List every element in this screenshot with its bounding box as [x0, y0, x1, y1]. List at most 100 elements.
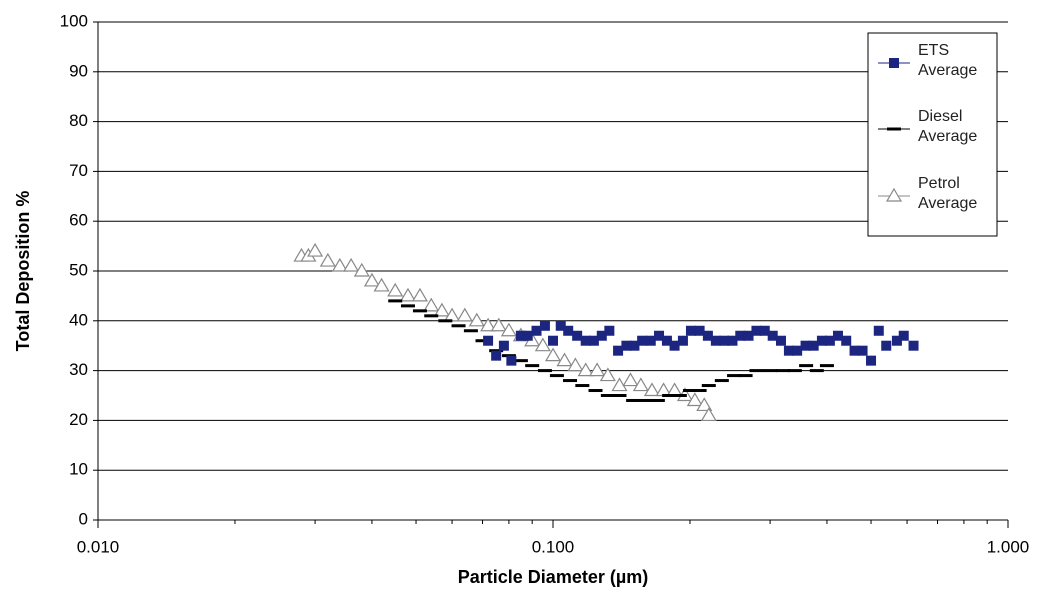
marker-square	[727, 335, 738, 346]
marker-square	[685, 325, 696, 336]
marker-square	[751, 325, 762, 336]
marker-triangle	[696, 397, 713, 412]
marker-square	[661, 335, 672, 346]
x-tick-label: 0.100	[532, 537, 575, 556]
marker-triangle	[307, 242, 324, 257]
marker-triangle	[885, 187, 903, 202]
marker-square	[491, 350, 502, 361]
x-tick-label: 1.000	[987, 537, 1030, 556]
marker-dash	[799, 364, 814, 368]
marker-triangle	[666, 382, 683, 397]
y-tick-label: 90	[69, 61, 88, 80]
marker-triangle	[599, 367, 616, 382]
marker-dash	[672, 394, 687, 397]
marker-dash	[819, 364, 834, 368]
marker-square	[908, 340, 919, 351]
y-tick-label: 20	[69, 410, 88, 429]
marker-triangle	[686, 392, 703, 407]
y-tick-label: 50	[69, 260, 88, 279]
marker-square	[563, 325, 574, 336]
marker-triangle	[433, 302, 450, 317]
marker-dash	[682, 389, 697, 393]
y-tick-label: 0	[79, 509, 88, 528]
marker-square	[889, 58, 899, 68]
marker-dash	[438, 319, 453, 323]
marker-square	[735, 330, 746, 341]
marker-triangle	[500, 322, 517, 337]
marker-dash	[638, 398, 653, 402]
marker-dash	[738, 374, 753, 378]
marker-square	[645, 335, 656, 346]
marker-dash	[749, 369, 764, 373]
y-tick-label: 80	[69, 111, 88, 130]
marker-dash	[650, 398, 665, 402]
marker-square	[759, 325, 770, 336]
marker-triangle	[456, 307, 473, 322]
marker-square	[604, 325, 615, 336]
marker-dash	[714, 379, 729, 383]
marker-square	[596, 330, 607, 341]
marker-triangle	[556, 352, 573, 367]
marker-triangle	[353, 262, 370, 277]
marker-triangle	[423, 297, 440, 312]
marker-square	[548, 335, 558, 346]
marker-triangle	[700, 407, 717, 422]
marker-square	[792, 345, 803, 356]
marker-dash	[451, 324, 466, 328]
marker-square	[539, 320, 550, 331]
marker-square	[800, 340, 811, 351]
marker-dash	[400, 304, 415, 308]
marker-dash	[626, 398, 641, 402]
marker-square	[694, 325, 705, 336]
marker-triangle	[567, 357, 584, 372]
marker-square	[808, 340, 819, 351]
marker-square	[588, 335, 599, 346]
y-tick-label: 100	[60, 11, 88, 30]
marker-dash	[763, 369, 778, 373]
marker-square	[824, 335, 835, 346]
marker-square	[857, 345, 868, 356]
marker-square	[498, 340, 509, 351]
marker-triangle	[373, 277, 390, 292]
marker-dash	[692, 389, 707, 393]
marker-square	[637, 335, 648, 346]
marker-square	[891, 335, 902, 346]
y-tick-label: 10	[69, 460, 88, 479]
marker-dash	[424, 314, 439, 318]
marker-dash	[513, 359, 528, 363]
marker-square	[483, 335, 494, 346]
marker-triangle	[480, 317, 497, 332]
marker-triangle	[632, 377, 649, 392]
marker-square	[669, 340, 680, 351]
marker-triangle	[611, 377, 628, 392]
marker-triangle	[534, 337, 551, 352]
marker-square	[841, 335, 852, 346]
marker-square	[719, 335, 730, 346]
y-tick-label: 30	[69, 360, 88, 379]
legend-label: Diesel Average	[918, 108, 978, 145]
marker-dash	[549, 374, 564, 378]
marker-square	[654, 330, 665, 341]
marker-triangle	[589, 362, 606, 377]
marker-square	[743, 330, 754, 341]
marker-square	[515, 330, 526, 341]
marker-triangle	[363, 272, 380, 287]
marker-triangle	[490, 317, 507, 332]
marker-dash	[600, 394, 615, 397]
marker-square	[522, 330, 533, 341]
marker-square	[506, 355, 517, 366]
marker-dash	[887, 127, 901, 131]
marker-square	[580, 335, 591, 346]
marker-square	[881, 340, 892, 351]
marker-triangle	[331, 257, 348, 272]
marker-dash	[563, 379, 578, 383]
marker-triangle	[387, 282, 404, 297]
y-tick-label: 40	[69, 310, 88, 329]
marker-dash	[412, 309, 427, 313]
marker-triangle	[399, 287, 417, 302]
marker-square	[677, 335, 688, 346]
marker-dash	[388, 299, 403, 303]
marker-dash	[475, 339, 490, 343]
